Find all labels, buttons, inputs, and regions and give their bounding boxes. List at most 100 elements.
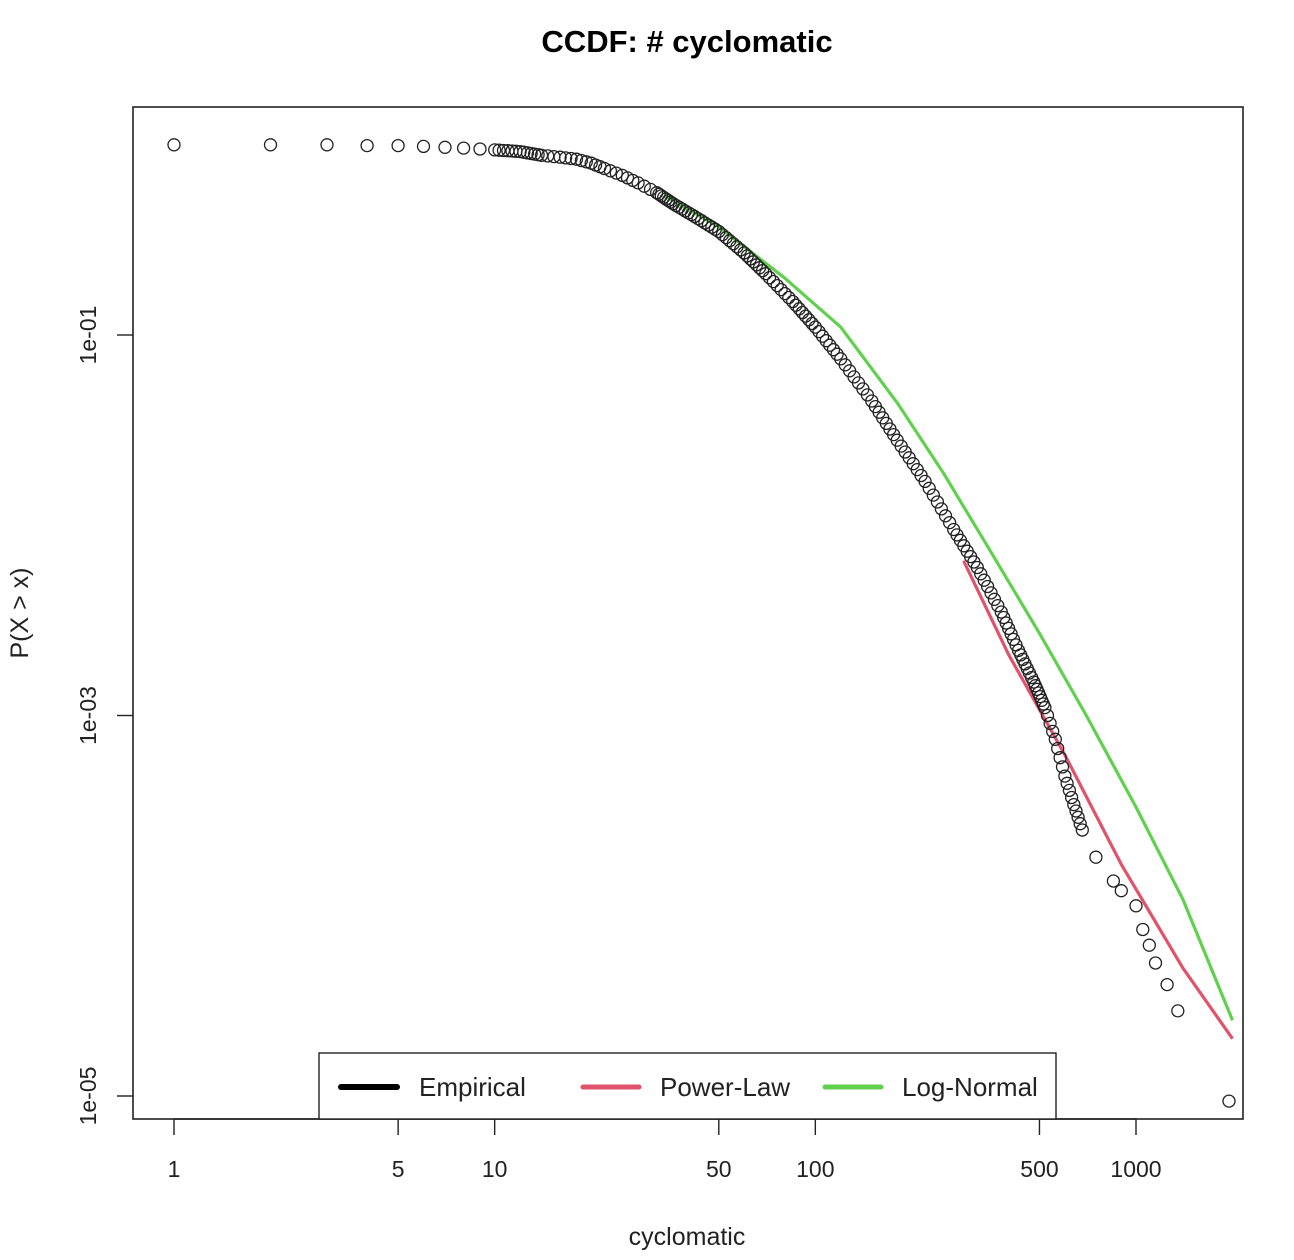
- empirical-point: [579, 155, 593, 169]
- empirical-point: [1064, 790, 1079, 805]
- empirical-point: [808, 320, 822, 334]
- empirical-point: [970, 560, 984, 575]
- y-tick-label: 1e-03: [75, 686, 101, 745]
- empirical-point: [1106, 874, 1121, 888]
- empirical-point: [991, 598, 1005, 613]
- empirical-point: [1053, 751, 1067, 765]
- empirical-point: [942, 515, 957, 530]
- empirical-point: [694, 214, 709, 228]
- empirical-point: [922, 481, 936, 495]
- empirical-point: [698, 216, 712, 230]
- empirical-point: [637, 179, 651, 193]
- empirical-point: [167, 138, 181, 152]
- empirical-point: [1046, 724, 1060, 739]
- empirical-point: [934, 502, 949, 516]
- empirical-point: [553, 150, 567, 164]
- y-axis-label: P(X > x): [6, 568, 34, 659]
- empirical-point: [798, 309, 813, 323]
- empirical-point: [823, 338, 837, 352]
- empirical-point: [473, 142, 487, 156]
- empirical-point: [812, 324, 826, 339]
- empirical-point: [815, 329, 830, 343]
- empirical-point: [1043, 716, 1057, 731]
- empirical-point: [762, 271, 777, 285]
- x-tick-label: 10: [482, 1156, 508, 1182]
- empirical-point: [1142, 938, 1156, 952]
- empirical-point: [974, 567, 988, 581]
- empirical-point: [819, 334, 833, 348]
- y-tick-label: 1e-01: [75, 306, 101, 365]
- empirical-point: [830, 347, 844, 361]
- empirical-point: [778, 286, 792, 301]
- empirical-point: [755, 264, 770, 278]
- empirical-point: [918, 474, 932, 489]
- empirical-point: [488, 143, 502, 157]
- empirical-point: [1069, 804, 1083, 818]
- empirical-point: [1071, 810, 1085, 824]
- y-tick-label: 1e-05: [75, 1067, 101, 1126]
- empirical-point: [1222, 1094, 1236, 1108]
- x-tick-label: 1: [168, 1156, 181, 1182]
- empirical-point: [597, 161, 612, 176]
- empirical-point: [792, 302, 806, 316]
- x-axis-label: cyclomatic: [629, 1223, 746, 1251]
- empirical-point: [1055, 760, 1070, 774]
- empirical-point: [805, 316, 819, 331]
- series-line-log-normal: [664, 194, 1234, 1021]
- empirical-point: [609, 166, 623, 180]
- empirical-point: [1129, 899, 1143, 913]
- empirical-point: [1136, 922, 1150, 937]
- empirical-point: [1114, 884, 1128, 898]
- empirical-point: [1160, 977, 1174, 992]
- x-tick-label: 100: [796, 1156, 834, 1182]
- legend: Empirical Power-Law Log-Normal: [318, 1052, 1057, 1120]
- empirical-point: [391, 138, 405, 153]
- empirical-point: [984, 586, 998, 600]
- empirical-point: [492, 143, 506, 157]
- legend-box: [318, 1052, 1057, 1120]
- chart-title: CCDF: # cyclomatic: [541, 24, 832, 59]
- empirical-point: [930, 495, 945, 509]
- empirical-point: [705, 220, 719, 234]
- empirical-point: [782, 290, 796, 305]
- empirical-point: [789, 298, 803, 312]
- x-tick-label: 1000: [1110, 1156, 1161, 1182]
- empirical-point: [926, 488, 940, 502]
- x-tick-label: 50: [706, 1156, 732, 1182]
- plot-frame: [132, 106, 1244, 1120]
- y-axis: 1e-01 1e-03 1e-05: [75, 306, 133, 1126]
- x-tick-label: 500: [1020, 1156, 1058, 1182]
- empirical-point: [1075, 823, 1089, 837]
- empirical-point: [558, 151, 573, 165]
- empirical-point: [795, 305, 810, 320]
- empirical-point: [826, 343, 841, 357]
- legend-label-power-law: Power-Law: [660, 1072, 790, 1102]
- empirical-point: [684, 207, 699, 222]
- empirical-point: [687, 209, 702, 224]
- empirical-point: [263, 138, 278, 152]
- empirical-point: [938, 509, 953, 523]
- empirical-point: [1048, 732, 1062, 746]
- empirical-point: [1051, 741, 1065, 756]
- empirical-point: [1040, 708, 1055, 723]
- empirical-point: [977, 573, 991, 587]
- legend-label-empirical: Empirical: [419, 1072, 526, 1102]
- empirical-point: [320, 138, 334, 152]
- empirical-point: [770, 278, 784, 293]
- empirical-point: [1148, 956, 1163, 970]
- empirical-point: [1089, 850, 1103, 864]
- empirical-point: [980, 579, 995, 594]
- empirical-point: [360, 138, 374, 153]
- empirical-point: [1067, 797, 1081, 812]
- fit-lines: [664, 194, 1234, 1040]
- empirical-point: [631, 176, 645, 190]
- empirical-point: [774, 282, 788, 297]
- empirical-point: [603, 164, 618, 178]
- empirical-point: [438, 140, 452, 154]
- empirical-point: [1060, 776, 1074, 790]
- empirical-point: [1038, 700, 1052, 715]
- empirical-point: [1058, 769, 1072, 783]
- empirical-point: [766, 274, 781, 289]
- x-tick-label: 5: [392, 1156, 405, 1182]
